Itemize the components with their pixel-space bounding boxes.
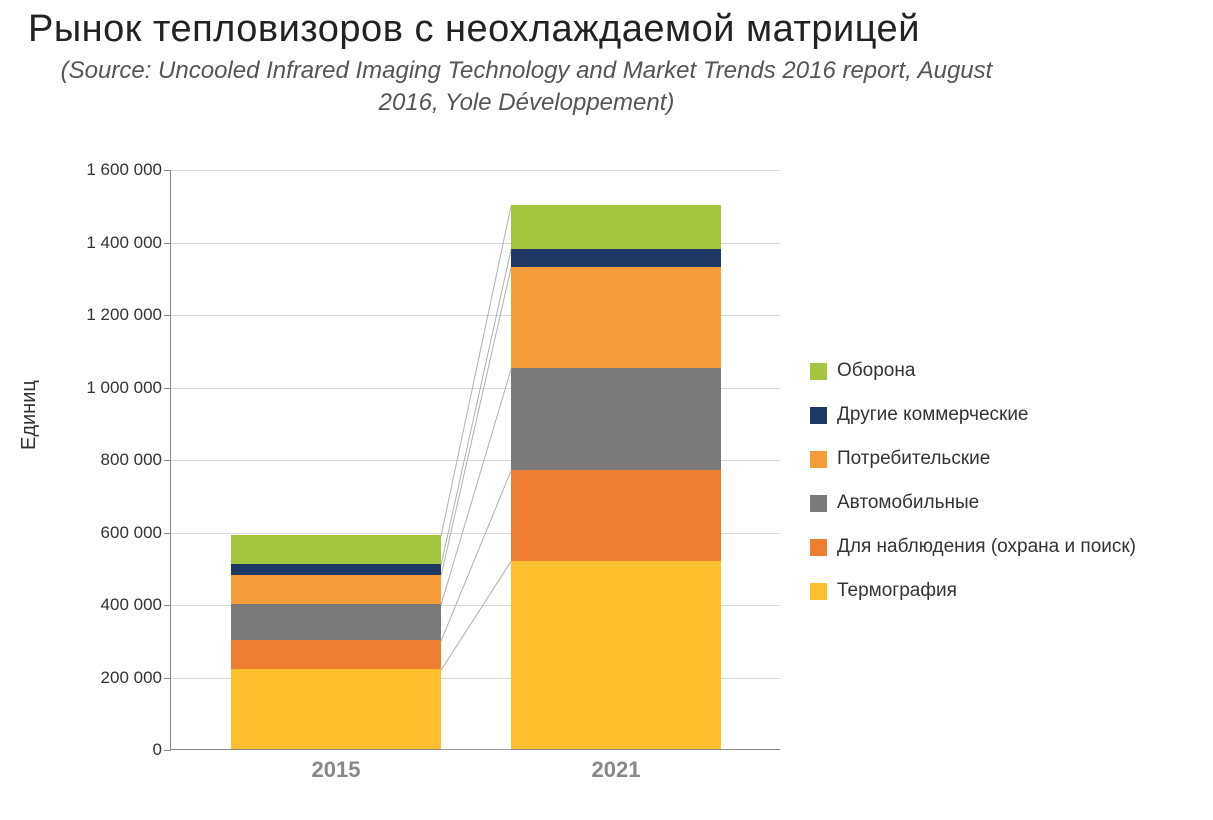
legend-swatch — [810, 583, 827, 600]
y-axis-label: Единиц — [18, 380, 41, 450]
legend-swatch — [810, 407, 827, 424]
legend-label: Оборона — [837, 360, 915, 382]
x-category-label: 2021 — [511, 757, 721, 783]
legend-item-automotive: Автомобильные — [810, 492, 1136, 514]
legend-label: Автомобильные — [837, 492, 979, 514]
legend-item-defense: Оборона — [810, 360, 1136, 382]
y-tick-label: 1 200 000 — [86, 305, 162, 325]
y-tick-mark — [164, 170, 171, 171]
plot-area: 0200 000400 000600 000800 0001 000 0001 … — [170, 170, 780, 750]
chart-container: Единиц 0200 000400 000600 000800 0001 00… — [0, 150, 1213, 810]
legend-item-surveillance: Для наблюдения (охрана и поиск) — [810, 536, 1136, 558]
legend-label: Для наблюдения (охрана и поиск) — [837, 536, 1136, 558]
y-tick-mark — [164, 315, 171, 316]
x-category-label: 2015 — [231, 757, 441, 783]
legend-label: Потребительские — [837, 448, 990, 470]
legend-swatch — [810, 539, 827, 556]
y-tick-label: 1 400 000 — [86, 233, 162, 253]
legend-swatch — [810, 363, 827, 380]
connector-lines — [171, 170, 781, 750]
y-tick-mark — [164, 533, 171, 534]
y-tick-label: 800 000 — [101, 450, 162, 470]
chart-subtitle: (Source: Uncooled Infrared Imaging Techn… — [0, 51, 1213, 120]
y-tick-mark — [164, 460, 171, 461]
legend: Оборона Другие коммерческие Потребительски… — [810, 360, 1136, 624]
legend-swatch — [810, 495, 827, 512]
chart-title: Рынок тепловизоров с неохлаждаемой матри… — [0, 0, 1213, 51]
legend-item-other_comm: Другие коммерческие — [810, 404, 1136, 426]
legend-item-consumer: Потребительские — [810, 448, 1136, 470]
y-tick-mark — [164, 243, 171, 244]
y-tick-mark — [164, 678, 171, 679]
y-tick-label: 600 000 — [101, 523, 162, 543]
y-tick-label: 0 — [153, 740, 162, 760]
y-tick-mark — [164, 750, 171, 751]
legend-label: Термография — [837, 580, 957, 602]
legend-label: Другие коммерческие — [837, 404, 1029, 426]
legend-swatch — [810, 451, 827, 468]
y-tick-mark — [164, 605, 171, 606]
y-tick-label: 400 000 — [101, 595, 162, 615]
legend-item-thermography: Термография — [810, 580, 1136, 602]
y-tick-label: 200 000 — [101, 668, 162, 688]
y-tick-label: 1 600 000 — [86, 160, 162, 180]
y-tick-label: 1 000 000 — [86, 378, 162, 398]
y-tick-mark — [164, 388, 171, 389]
